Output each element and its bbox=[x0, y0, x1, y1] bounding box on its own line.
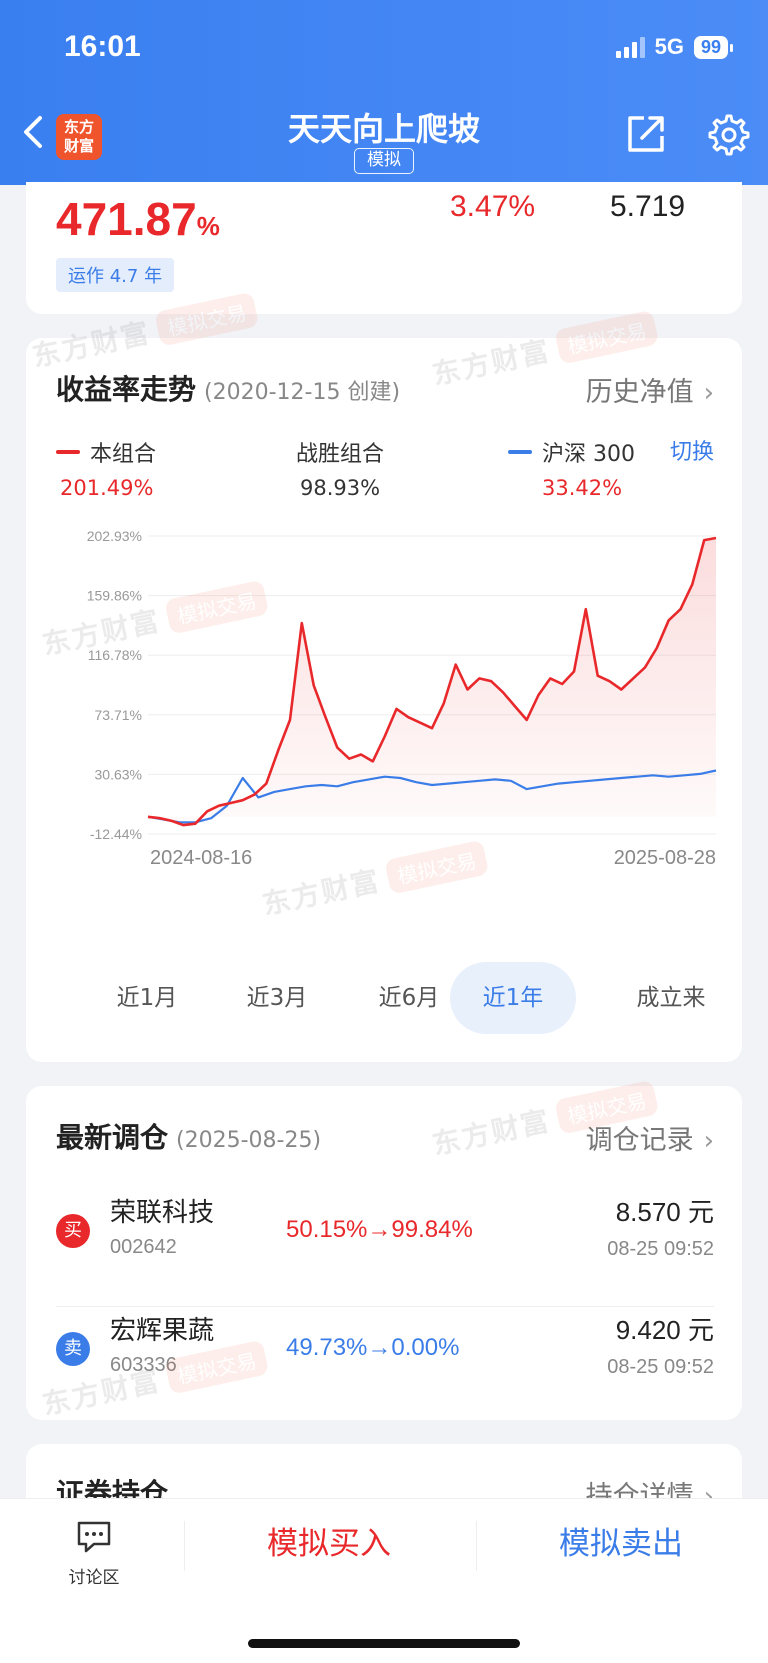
page-title: 天天向上爬坡 bbox=[287, 110, 480, 148]
series-line-portfolio bbox=[147, 536, 717, 827]
legend-winning: 战胜组合 98.93% bbox=[296, 442, 385, 500]
tab-3m[interactable]: 近3月 bbox=[246, 985, 308, 1011]
x-tick-label: 2025-08-28 bbox=[614, 847, 716, 868]
daily-return: 3.47% bbox=[450, 190, 536, 223]
simulated-sell-button[interactable]: 模拟卖出 bbox=[559, 1526, 683, 1562]
trend-card: 收益率走势 (2020-12-15 创建) 历史净值 › 本组合 201.49% 战… bbox=[26, 338, 742, 1062]
trend-title: 收益率走势 (2020-12-15 创建) bbox=[56, 373, 401, 406]
stock-code: 603336 bbox=[110, 1354, 177, 1376]
battery-icon: 99 bbox=[693, 35, 734, 59]
holdings-card: 证券持仓 持仓详情 › bbox=[26, 1444, 742, 1504]
stock-name: 荣联科技 bbox=[110, 1198, 215, 1228]
discussion-button[interactable]: 讨论区 bbox=[44, 1519, 144, 1588]
legend-swatch bbox=[508, 450, 532, 454]
simulated-buy-button[interactable]: 模拟买入 bbox=[267, 1526, 391, 1562]
trade-price: 9.420 元 bbox=[615, 1315, 714, 1345]
tab-6m[interactable]: 近6月 bbox=[378, 985, 440, 1011]
position-change: 50.15%→99.84% bbox=[286, 1216, 473, 1243]
series-line-index bbox=[147, 769, 717, 824]
chevron-left-icon bbox=[24, 116, 42, 148]
y-tick-label: 73.71% bbox=[95, 707, 142, 723]
y-tick-label: -12.44% bbox=[90, 826, 142, 842]
home-indicator bbox=[248, 1639, 520, 1648]
chevron-right-icon: › bbox=[703, 1126, 714, 1156]
brand-logo: 东方 财富 bbox=[56, 114, 102, 160]
divider bbox=[476, 1521, 477, 1571]
buy-icon: 买 bbox=[56, 1214, 90, 1248]
trade-row[interactable]: 卖 宏辉果蔬 603336 49.73%→0.00% 9.420 元 08-25… bbox=[56, 1300, 714, 1418]
x-tick-label: 2024-08-16 bbox=[150, 847, 252, 868]
share-button[interactable] bbox=[624, 112, 668, 156]
summary-card: 471.87% 3.47% 5.719 运作 4.7 年 bbox=[26, 182, 742, 314]
tab-1y[interactable]: 近1年 bbox=[450, 962, 576, 1034]
legend-index: 沪深 300 33.42% bbox=[508, 436, 635, 500]
rebalance-date: (2025-08-25) bbox=[176, 1128, 322, 1153]
position-change: 49.73%→0.00% bbox=[286, 1334, 460, 1361]
created-date: (2020-12-15 创建) bbox=[204, 380, 401, 405]
back-button[interactable] bbox=[18, 112, 48, 152]
chat-bubble-icon bbox=[77, 1521, 111, 1553]
stock-code: 002642 bbox=[110, 1236, 177, 1258]
y-tick-label: 30.63% bbox=[95, 766, 142, 782]
divider bbox=[184, 1521, 185, 1571]
trade-time: 08-25 09:52 bbox=[607, 1356, 714, 1378]
divider bbox=[56, 1306, 714, 1307]
network-type: 5G bbox=[654, 34, 684, 59]
series-area-portfolio bbox=[148, 538, 716, 826]
y-tick-label: 159.86% bbox=[87, 588, 142, 604]
y-tick-label: 116.78% bbox=[88, 647, 142, 663]
mode-badge: 模拟 bbox=[354, 148, 414, 174]
y-tick-label: 202.93% bbox=[87, 528, 142, 544]
bottom-action-bar: 讨论区 模拟买入 模拟卖出 bbox=[0, 1498, 768, 1663]
rebalance-history-link[interactable]: 调仓记录 › bbox=[585, 1125, 714, 1156]
legend-portfolio: 本组合 201.49% bbox=[56, 436, 156, 500]
trade-row[interactable]: 买 荣联科技 002642 50.15%→99.84% 8.570 元 08-2… bbox=[56, 1182, 714, 1300]
status-time: 16:01 bbox=[64, 30, 141, 63]
rebalance-card: 最新调仓 (2025-08-25) 调仓记录 › 买 荣联科技 002642 50.… bbox=[26, 1086, 742, 1420]
net-value: 5.719 bbox=[610, 190, 686, 223]
rebalance-title: 最新调仓 (2025-08-25) bbox=[56, 1121, 322, 1154]
tab-since-inception[interactable]: 成立来 bbox=[636, 985, 706, 1011]
period-tabs: 近1月 近3月 近6月 近1年 成立来 bbox=[26, 962, 742, 1034]
return-chart: 202.93% 159.86% 116.78% 73.71% 30.63% -12.44%… bbox=[87, 528, 717, 868]
trade-price: 8.570 元 bbox=[615, 1197, 714, 1227]
total-return: 471.87% bbox=[56, 193, 220, 245]
sell-icon: 卖 bbox=[56, 1332, 90, 1366]
stock-name: 宏辉果蔬 bbox=[110, 1316, 215, 1346]
history-nav-link[interactable]: 历史净值 › bbox=[585, 377, 714, 408]
legend-swatch bbox=[56, 450, 80, 454]
app-header: 16:01 5G 99 东方 财富 天天向上爬坡 模拟 bbox=[0, 0, 768, 185]
gear-icon bbox=[708, 114, 750, 156]
tab-1m[interactable]: 近1月 bbox=[116, 985, 178, 1011]
status-indicators: 5G 99 bbox=[615, 34, 734, 60]
chevron-right-icon: › bbox=[703, 378, 714, 408]
signal-icon bbox=[615, 36, 645, 58]
trade-time: 08-25 09:52 bbox=[607, 1238, 714, 1260]
run-time-badge: 运作 4.7 年 bbox=[56, 258, 175, 292]
share-icon bbox=[628, 116, 664, 152]
chevron-right-icon: › bbox=[703, 1482, 714, 1504]
settings-button[interactable] bbox=[706, 112, 752, 158]
switch-benchmark-link[interactable]: 切换 bbox=[669, 440, 714, 465]
